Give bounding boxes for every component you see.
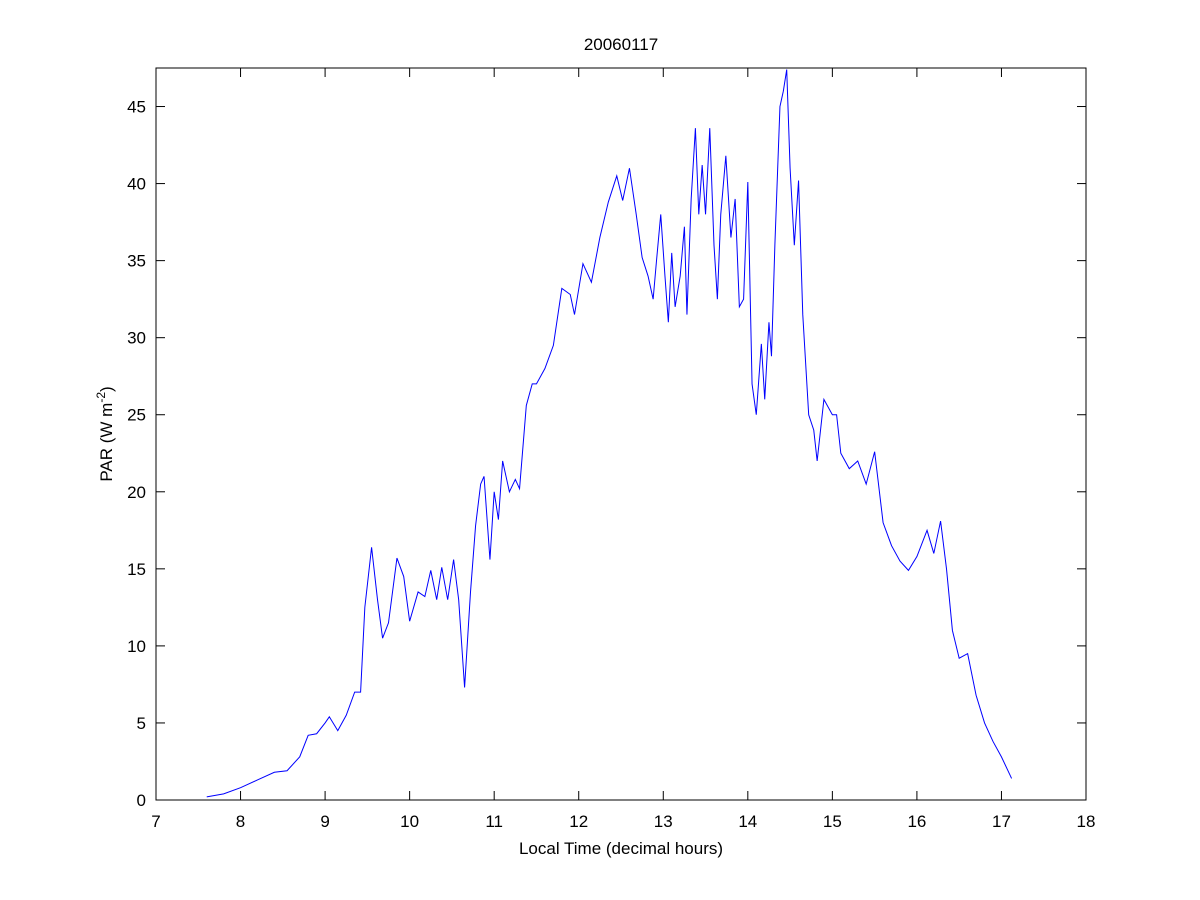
x-tick-label: 13 bbox=[654, 812, 673, 831]
y-label-sup: -2 bbox=[94, 392, 108, 403]
x-axis-label: Local Time (decimal hours) bbox=[519, 839, 723, 858]
x-tick-label: 12 bbox=[569, 812, 588, 831]
x-tick-label: 7 bbox=[151, 812, 160, 831]
y-axis-label: PAR (W m-2) bbox=[94, 386, 116, 481]
data-line bbox=[206, 69, 1013, 798]
y-label-end: ) bbox=[97, 386, 116, 392]
plot-frame bbox=[155, 67, 1087, 801]
y-tick-label: 45 bbox=[127, 98, 146, 117]
y-tick-label: 40 bbox=[127, 175, 146, 194]
x-tick-label: 14 bbox=[738, 812, 757, 831]
x-tick-label: 11 bbox=[485, 812, 503, 831]
y-tick-label: 15 bbox=[127, 560, 146, 579]
x-tick-label: 18 bbox=[1077, 812, 1096, 831]
x-tick-label: 8 bbox=[236, 812, 245, 831]
y-tick-label: 35 bbox=[127, 252, 146, 271]
x-tick-label: 16 bbox=[907, 812, 926, 831]
y-tick-label: 30 bbox=[127, 329, 146, 348]
x-tick-label: 9 bbox=[320, 812, 329, 831]
chart-title: 20060117 bbox=[584, 35, 658, 54]
x-tick-label: 15 bbox=[823, 812, 842, 831]
y-label-text: PAR (W m bbox=[97, 403, 116, 482]
x-tick-label: 10 bbox=[400, 812, 419, 831]
y-tick-label: 5 bbox=[137, 714, 146, 733]
y-tick-label: 20 bbox=[127, 483, 146, 502]
y-tick-label: 25 bbox=[127, 406, 146, 425]
y-tick-label: 10 bbox=[127, 637, 146, 656]
y-tick-label: 0 bbox=[137, 791, 146, 810]
x-tick-label: 17 bbox=[992, 812, 1011, 831]
